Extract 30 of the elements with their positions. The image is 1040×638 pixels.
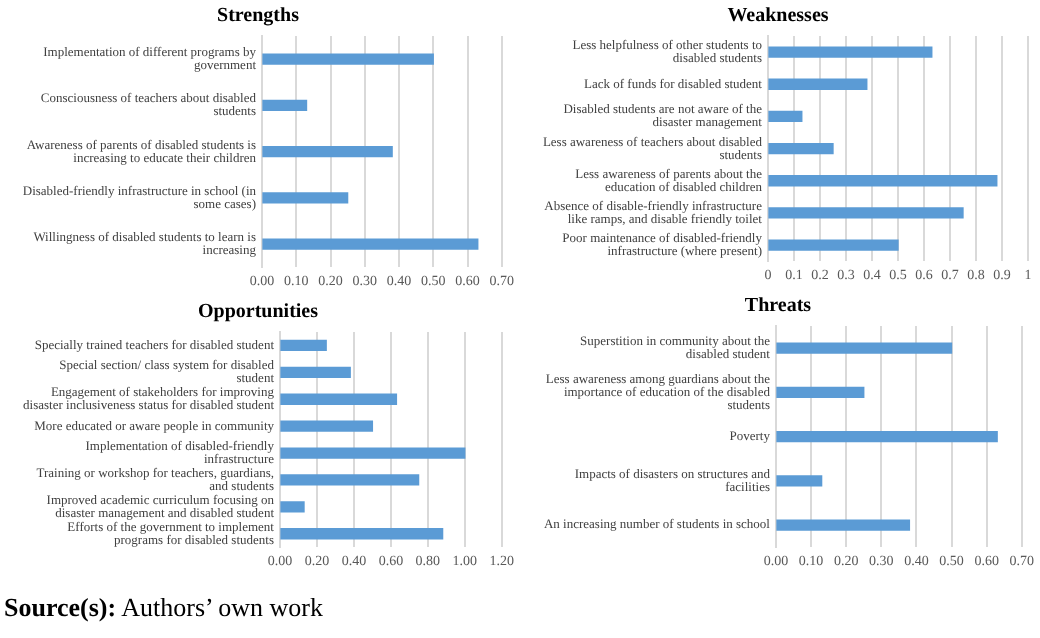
chart-title: Weaknesses [727, 5, 829, 28]
bar [776, 430, 998, 443]
bar [280, 366, 351, 379]
bar [280, 528, 444, 540]
source-note: Source(s): Authors’ own work [4, 592, 323, 624]
bar [262, 238, 479, 250]
bar [768, 239, 899, 251]
bar [768, 46, 933, 58]
bar [768, 207, 964, 219]
bar [280, 501, 305, 513]
bar [262, 99, 308, 112]
bar [776, 519, 911, 531]
bar [280, 339, 327, 352]
bar [776, 342, 953, 354]
bar [768, 78, 868, 90]
bar [280, 420, 374, 432]
chart-title: Threats [744, 295, 812, 318]
bar [768, 175, 998, 187]
bar [768, 142, 834, 155]
bar [280, 393, 398, 405]
bar [776, 386, 865, 399]
bar [262, 53, 434, 65]
chart-title: Strengths [217, 5, 300, 28]
bar [262, 145, 393, 158]
bar [280, 474, 420, 486]
bar [768, 110, 803, 123]
bar [262, 192, 349, 204]
bar [280, 447, 466, 459]
bar [776, 475, 823, 487]
chart-title: Opportunities [197, 301, 319, 324]
